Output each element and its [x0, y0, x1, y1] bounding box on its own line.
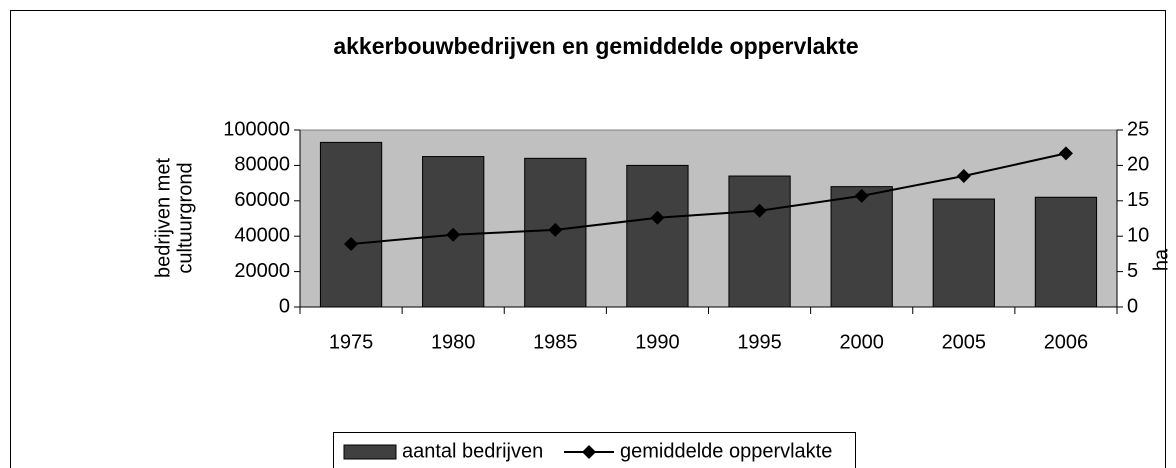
bar: [319, 141, 383, 308]
marker: [752, 203, 767, 218]
y2-tick-label: 25: [1127, 118, 1149, 140]
y-tick-label: 100000: [223, 118, 290, 140]
legend-label: gemiddelde oppervlakte: [620, 440, 832, 462]
marker: [548, 222, 563, 237]
y2-tick-label: 20: [1127, 154, 1149, 176]
marker: [344, 236, 359, 251]
marker: [650, 210, 665, 225]
marker: [854, 188, 869, 203]
x-tick-label: 1975: [329, 331, 374, 353]
y2-tick-label: 15: [1127, 189, 1149, 211]
y-axis-label: cultuurgrond: [174, 162, 196, 273]
x-tick-label: 1980: [431, 331, 476, 353]
x-tick-label: 2006: [1044, 331, 1089, 353]
bar: [830, 186, 893, 308]
y-axis-label: bedrijven met: [152, 158, 174, 279]
marker: [1058, 146, 1073, 161]
bar: [626, 164, 689, 308]
y-tick-label: 0: [279, 295, 290, 317]
y2-axis-label: ha: [1150, 248, 1172, 271]
y2-tick-label: 5: [1127, 260, 1138, 282]
y2-tick-label: 0: [1127, 295, 1138, 317]
y-tick-label: 20000: [234, 260, 290, 282]
legend-box: [333, 432, 856, 468]
x-tick-label: 1995: [737, 331, 782, 353]
legend-marker: [582, 445, 596, 459]
marker: [446, 227, 461, 242]
bar: [728, 175, 791, 308]
chart-title: akkerbouwbedrijven en gemiddelde oppervl…: [333, 33, 858, 59]
legend-label: aantal bedrijven: [402, 440, 543, 462]
marker: [956, 169, 971, 184]
y-tick-label: 40000: [234, 224, 290, 246]
y2-tick-label: 10: [1127, 224, 1149, 246]
line: [350, 152, 1067, 245]
y-tick-label: 80000: [234, 154, 290, 176]
legend-swatch: [343, 444, 397, 460]
bar: [1034, 196, 1098, 308]
x-tick-label: 2000: [839, 331, 884, 353]
x-tick-label: 1985: [533, 331, 578, 353]
x-tick-label: 1990: [635, 331, 680, 353]
bar: [932, 198, 995, 308]
x-tick-label: 2005: [942, 331, 987, 353]
y-tick-label: 60000: [234, 189, 290, 211]
